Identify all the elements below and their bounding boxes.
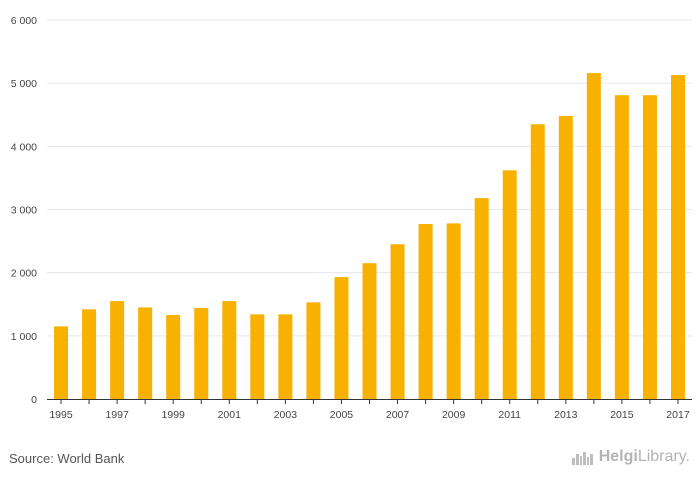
bar xyxy=(194,308,209,399)
x-tick-label: 2013 xyxy=(554,409,578,421)
x-tick-label: 2015 xyxy=(610,409,634,421)
bar xyxy=(390,244,405,399)
y-tick-label: 3 000 xyxy=(11,205,37,217)
x-tick-label: 2017 xyxy=(666,409,690,421)
y-tick-label: 1 000 xyxy=(11,331,37,343)
bar xyxy=(418,224,433,399)
x-tick-label: 2001 xyxy=(218,409,242,421)
x-tick-label: 2011 xyxy=(498,409,521,421)
bar xyxy=(446,223,461,399)
x-tick-label: 2009 xyxy=(442,409,466,421)
bar xyxy=(54,326,69,399)
logo-text: HelgiLibrary. xyxy=(598,448,690,465)
bar xyxy=(166,314,181,399)
bar xyxy=(138,307,153,399)
x-tick-label: 1999 xyxy=(162,409,186,421)
bar xyxy=(670,74,685,399)
bar-chart: 0 1 000 2 000 3 000 4 000 5 000 6 000 1995 1997 1… xyxy=(11,15,692,421)
bar xyxy=(278,314,293,399)
x-tick-label: 2005 xyxy=(330,409,354,421)
x-tick-label: 1997 xyxy=(105,409,129,421)
y-tick-label: 4 000 xyxy=(11,141,37,153)
x-tick-label: 2007 xyxy=(386,409,410,421)
bar xyxy=(82,309,97,399)
bar xyxy=(642,95,657,399)
bar xyxy=(502,170,517,399)
helgi-library-logo: HelgiLibrary. xyxy=(571,448,690,466)
bar xyxy=(250,314,265,399)
bar xyxy=(586,73,601,399)
bar xyxy=(222,301,237,399)
x-tick-label: 1995 xyxy=(49,409,73,421)
bar xyxy=(474,198,489,399)
bar xyxy=(362,263,377,399)
y-tick-label: 2 000 xyxy=(11,268,37,280)
bar xyxy=(558,116,573,399)
bar xyxy=(110,301,125,399)
source-note: Source: World Bank xyxy=(9,451,125,466)
x-tick-label: 2003 xyxy=(274,409,298,421)
bar xyxy=(306,302,321,399)
bar xyxy=(530,124,545,399)
y-tick-label: 0 xyxy=(31,394,37,406)
y-tick-label: 6 000 xyxy=(11,15,37,27)
y-tick-label: 5 000 xyxy=(11,78,37,90)
bar xyxy=(614,95,629,399)
skyline-icon xyxy=(571,452,593,465)
bar xyxy=(334,277,349,399)
